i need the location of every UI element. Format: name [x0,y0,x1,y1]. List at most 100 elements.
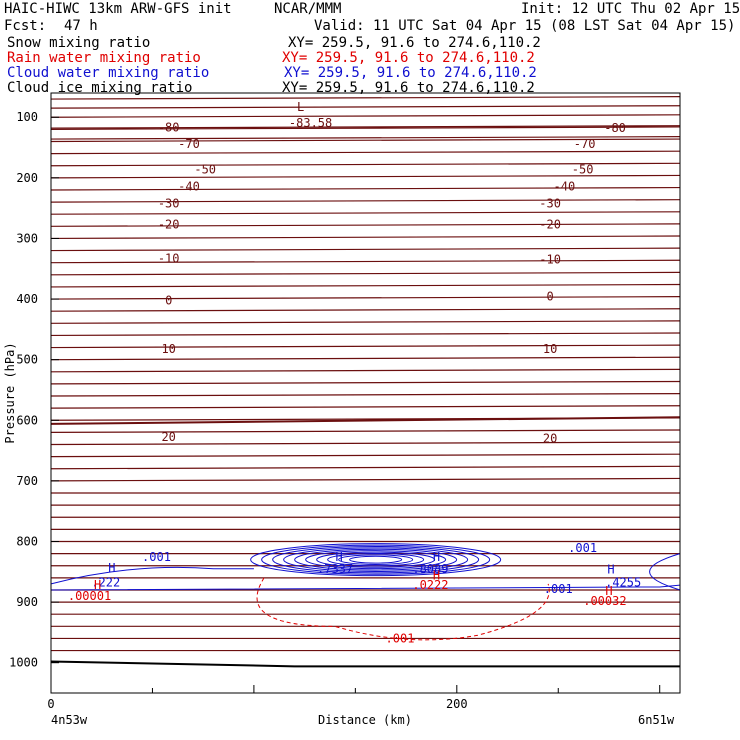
y-tick-label: 500 [16,353,38,367]
isotherm-label: -30 [158,196,180,210]
isotherm-label: -50 [572,162,594,176]
cloud-water-contour [316,551,436,568]
cloud-water-contour [50,584,681,591]
isotherm-line [50,283,681,288]
isotherm-label: -30 [539,196,561,210]
isotherm-line [50,259,681,264]
isotherm-line [50,320,681,324]
org-label: NCAR/MMM [274,1,342,17]
isotherm-line [50,162,681,167]
y-tick-label: 100 [16,110,38,124]
isotherm-line [50,174,681,179]
isotherm-line [50,235,681,240]
fcst-label: Fcst: [4,18,47,34]
y-tick-label: 1000 [9,656,38,670]
isotherm-label: -20 [539,218,561,232]
isotherm-label: 10 [543,342,557,356]
isotherm-label: 0 [165,293,172,307]
isotherm-label: -10 [539,253,561,267]
rain-water-label: .001 [386,631,415,645]
isotherm-label: 10 [161,342,175,356]
isotherm-label: -40 [178,179,200,193]
low-value: -83.58 [289,116,332,130]
cloud-water-label: .001 [544,582,573,596]
isotherm-line [50,308,681,312]
cloud-water-label: .8089 [412,562,448,576]
x-tick-label: 200 [446,697,468,711]
isotherm-label: -80 [604,121,626,135]
init-time: Init: 12 UTC Thu 02 Apr 15 [521,1,740,17]
isotherm-line [50,199,681,203]
isotherm-line [50,393,681,397]
contour-labels: -80 -80 -70 -70 -50 -50 -40 -40 -30 -30 -20 -20 -10 -… [68,100,641,645]
cloud-water-label: .001 [568,541,597,555]
valid-time: Valid: 11 UTC Sat 04 Apr 15 (08 LST Sat … [314,18,736,34]
isotherm-line [50,344,681,349]
isotherm-label: -40 [554,179,576,193]
field-name-ice: Cloud ice mixing ratio [7,80,193,96]
cloud-water-contour [327,552,425,567]
cloud-water-label: H [607,562,614,576]
field-xy-cloud: XY= 259.5, 91.6 to 274.6,110.2 [284,65,537,81]
isotherm-line [50,125,681,129]
isotherm-line [50,114,681,118]
field-xy-ice: XY= 259.5, 91.6 to 274.6,110.2 [282,80,535,96]
chart-title: HAIC-HIWC 13km ARW-GFS init [4,1,232,17]
isotherm-label: -80 [158,121,180,135]
y-tick-label: 300 [16,231,38,245]
isotherm-line [50,332,681,337]
y-tick-label: 600 [16,413,38,427]
isotherm-line [50,136,681,140]
cloud-water-contour [349,555,403,564]
cloud-water-label: .7337 [317,562,353,576]
isotherm-line [50,96,681,100]
x-tick-label: 0 [47,697,54,711]
field-name-cloud: Cloud water mixing ratio [7,65,210,81]
x-axis-title: Distance (km) [318,713,412,727]
isotherm-line [50,186,681,191]
field-xy-rain: XY= 259.5, 91.6 to 274.6,110.2 [282,50,535,66]
y-tick-label: 200 [16,171,38,185]
y-tick-label: 800 [16,534,38,548]
y-tick-label: 900 [16,595,38,609]
cloud-water-contour [283,547,469,572]
isotherm-line [50,296,681,300]
right-endpoint: 6n51w [638,713,675,727]
isotherm-line [50,211,681,215]
field-name-rain: Rain water mixing ratio [7,50,201,66]
isotherm-label: 0 [547,290,554,304]
isotherm-label: 20 [543,431,557,445]
isotherm-line [50,223,681,227]
left-endpoint: 4n53w [51,713,88,727]
isotherm-label: -50 [194,162,216,176]
cloud-water-label: .4255 [605,576,641,590]
fcst-value: 47 h [64,18,98,34]
isotherm-line [50,368,681,373]
cloud-water-contour [272,545,480,574]
rain-water-contour [256,577,550,641]
freezing-level-line [50,416,681,425]
isotherm-line [50,429,681,433]
isotherm-label: 20 [161,430,175,444]
isotherm-line [50,465,681,470]
isotherm-line [50,380,681,385]
cloud-water-label: H [108,561,115,575]
cloud-water-contour [261,544,491,575]
cloud-water-contour [50,566,254,585]
rain-water-label: H [605,584,612,598]
isotherm-line [50,477,681,482]
y-axis-title: Pressure (hPa) [3,342,17,443]
contour-layer [50,96,681,668]
isotherm-label: -10 [158,251,180,265]
rain-water-label: H [94,578,101,592]
cloud-water-contour [649,553,681,591]
rain-water-label: .00001 [68,589,111,603]
cloud-water-label: H [433,550,440,564]
isotherm-line [50,441,681,446]
cloud-water-contour [305,550,447,570]
rain-water-label: H [433,568,440,582]
isotherm-line [50,138,681,143]
cloud-water-label: .222 [91,576,120,590]
